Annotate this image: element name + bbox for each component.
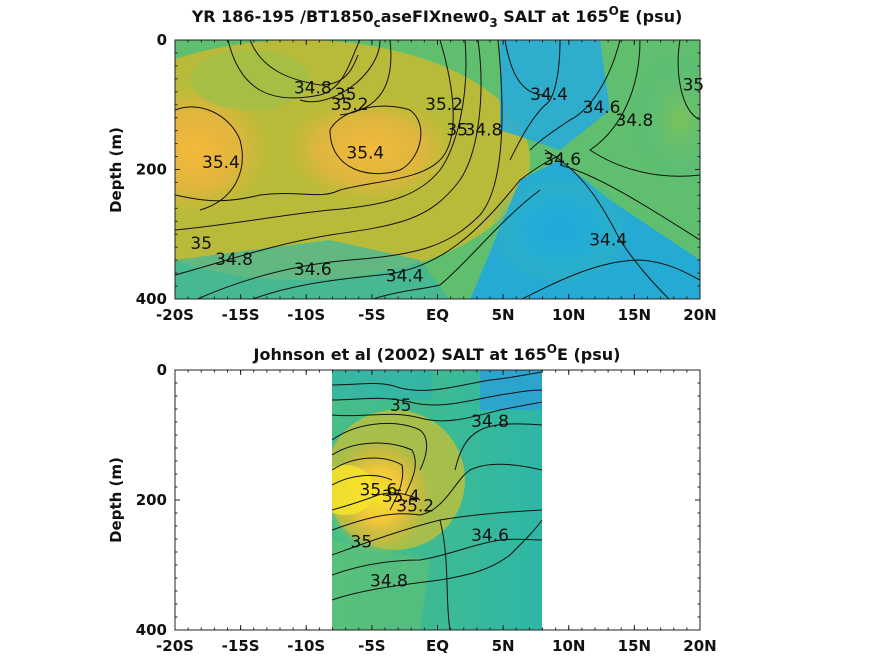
top-contour-label: 34.6 <box>543 150 581 170</box>
top-contour-label: 35 <box>190 234 212 254</box>
bottom-title-sup: O <box>547 342 557 356</box>
top-x-tick-label: -20S <box>156 306 194 324</box>
bottom-contour-label: 34.8 <box>370 571 408 591</box>
top-contour-label: 34.8 <box>294 79 332 99</box>
top-contour-label: 34.4 <box>530 85 568 105</box>
top-y-tick-label: 400 <box>136 290 167 308</box>
top-contour-label: 35.4 <box>202 153 240 173</box>
bottom-y-axis-label: Depth (m) <box>107 457 125 543</box>
bottom-contour-lines <box>332 371 542 630</box>
bottom-contour-label: 35.6 <box>360 480 398 500</box>
top-contour-label: 34.8 <box>465 121 503 141</box>
bottom-contour-label: 35.4 <box>382 487 420 507</box>
top-x-tick-label: -15S <box>222 306 260 324</box>
top-x-tick-label: -10S <box>287 306 325 324</box>
bottom-title-post: E (psu) <box>557 345 621 364</box>
top-contour-label: 34.6 <box>583 98 621 118</box>
top-contour-label: 35.2 <box>425 95 463 115</box>
bottom-y-tick-label: 200 <box>136 491 167 509</box>
top-title-post1: SALT at 165 <box>498 7 609 26</box>
top-panel: YR 186-195 /BT1850caseFIXnew03 SALT at 1… <box>107 4 717 324</box>
top-title-sup: O <box>609 4 619 18</box>
top-contour-label: 34.4 <box>589 231 627 251</box>
bottom-x-tick-label: -15S <box>222 637 260 655</box>
bottom-panel: Johnson et al (2002) SALT at 165OE (psu) <box>107 342 717 655</box>
bottom-axes: -20S -15S -10S -5S EQ 5N 10N 15N 20N 0 200 400 <box>136 361 717 655</box>
top-contour-label: 35 <box>335 85 357 105</box>
top-panel-field <box>175 40 700 299</box>
bottom-contour-label: 34.6 <box>471 526 509 546</box>
top-contour-label: 35 <box>683 75 705 95</box>
top-contour-label: 34.4 <box>386 266 424 286</box>
top-contour-label: 34.8 <box>215 250 253 270</box>
top-contour-label: 35.2 <box>331 95 369 115</box>
bottom-x-tick-label: -10S <box>287 637 325 655</box>
top-x-tick-label: 10N <box>552 306 585 324</box>
bottom-y-tick-label: 0 <box>157 361 167 379</box>
bottom-panel-title: Johnson et al (2002) SALT at 165OE (psu) <box>253 342 621 364</box>
bottom-contour-label: 35 <box>390 396 412 416</box>
top-title-pre: YR 186-195 /BT1850 <box>191 7 374 26</box>
top-contour-label: 35 <box>446 121 468 141</box>
top-contour-label: 34.8 <box>615 111 653 131</box>
bottom-x-tick-label: 10N <box>552 637 585 655</box>
top-x-tick-label: 5N <box>492 306 515 324</box>
bottom-x-tick-label: 20N <box>683 637 716 655</box>
bottom-x-tick-label: -20S <box>156 637 194 655</box>
top-title-sub1: c <box>374 16 381 30</box>
top-y-axis-label: Depth (m) <box>107 127 125 213</box>
bottom-contour-label: 34.8 <box>471 412 509 432</box>
bottom-x-tick-label: 15N <box>618 637 651 655</box>
bottom-panel-field <box>332 370 542 630</box>
top-x-tick-label: 15N <box>618 306 651 324</box>
top-x-tick-label: -5S <box>358 306 385 324</box>
top-contour-label: 34.6 <box>294 260 332 280</box>
top-title-mid: aseFIXnew0 <box>381 7 490 26</box>
top-x-tick-label: EQ <box>426 306 449 324</box>
top-y-tick-label: 200 <box>136 161 167 179</box>
bottom-contour-label: 35.2 <box>396 497 434 517</box>
top-x-tick-label: 20N <box>683 306 716 324</box>
top-title-sub2: 3 <box>489 16 497 30</box>
bottom-contour-labels: 35 34.8 35.635.435.2 35 34.6 34.8 <box>351 396 509 592</box>
bottom-x-tick-label: EQ <box>426 637 449 655</box>
bottom-title-pre: Johnson et al (2002) SALT at 165 <box>253 345 547 364</box>
top-panel-title: YR 186-195 /BT1850caseFIXnew03 SALT at 1… <box>191 4 683 30</box>
bottom-x-tick-label: -5S <box>358 637 385 655</box>
top-contour-label: 35.4 <box>346 143 384 163</box>
top-axes: -20S -15S -10S -5S EQ 5N 10N 15N 20N 0 200 400 <box>136 31 717 324</box>
top-y-tick-label: 0 <box>157 31 167 49</box>
bottom-contour-label: 35 <box>351 532 373 552</box>
bottom-y-tick-label: 400 <box>136 621 167 639</box>
top-title-post2: E (psu) <box>619 7 683 26</box>
top-contour-lines <box>175 40 700 299</box>
bottom-x-tick-label: 5N <box>492 637 515 655</box>
